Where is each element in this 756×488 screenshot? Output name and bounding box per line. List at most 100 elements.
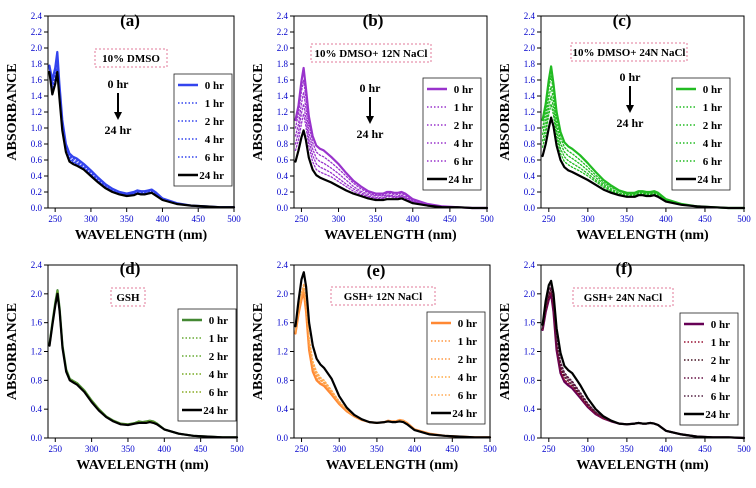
legend: 0 hr 1 hr 2 hr 4 hr 6 hr 24 hr [679, 312, 739, 426]
time-arrow-head [366, 116, 374, 124]
x-tick-label: 500 [230, 444, 244, 454]
y-tick-label: 0.8 [277, 375, 289, 385]
y-axis-label: ABSORBANCE [5, 303, 20, 400]
y-tick-label: 1.6 [524, 318, 536, 328]
y-tick-label: 0.4 [31, 404, 43, 414]
y-tick-label: 0.4 [277, 404, 289, 414]
y-tick-label: 0.4 [524, 404, 536, 414]
x-tick-label: 350 [369, 214, 383, 224]
x-tick-label: 500 [737, 214, 751, 224]
legend-frame [173, 73, 233, 187]
y-tick-label: 0.8 [524, 139, 536, 149]
x-tick-label: 250 [295, 444, 309, 454]
x-tick-label: 350 [370, 444, 384, 454]
series-line-24-hr [541, 279, 746, 440]
y-tick-label: 0.2 [524, 187, 535, 197]
condition-label: 10% DMSO+ 24N NaCl [573, 47, 686, 59]
y-tick-label: 2.0 [524, 289, 536, 299]
condition-label: 10% DMSO [102, 53, 160, 65]
x-axis-label: WAVELENGTH (nm) [576, 458, 709, 473]
x-tick-label: 400 [408, 444, 422, 454]
condition-label: GSH+ 12N NaCl [344, 291, 422, 303]
x-tick-label: 500 [483, 444, 497, 454]
y-tick-label: 0.4 [524, 171, 536, 181]
y-tick-label: 0.0 [277, 203, 289, 213]
condition-label: GSH [116, 292, 140, 304]
y-tick-label: 1.6 [31, 75, 43, 85]
y-tick-label: 1.2 [524, 107, 535, 117]
legend-entry: 6 hr [209, 387, 228, 399]
legend-entry: 2 hr [711, 355, 730, 367]
legend-entry: 24 hr [199, 170, 224, 182]
panel-label: (f) [616, 259, 633, 278]
y-tick-label: 0.0 [31, 203, 43, 213]
legend-entry: 6 hr [205, 152, 224, 164]
legend-entry: 0 hr [454, 84, 473, 96]
y-tick-label: 0.6 [277, 155, 289, 165]
legend: 0 hr 1 hr 2 hr 4 hr 6 hr 24 hr [671, 77, 731, 191]
y-tick-label: 2.2 [524, 27, 535, 37]
y-tick-label: 1.4 [524, 91, 536, 101]
arrow-start-label: 0 hr [108, 77, 130, 91]
panel-label: (d) [120, 259, 141, 278]
x-tick-label: 450 [446, 444, 460, 454]
legend-entry: 6 hr [711, 391, 730, 403]
y-tick-label: 0.4 [31, 171, 43, 181]
legend-entry: 1 hr [458, 336, 477, 348]
y-axis-label: ABSORBANCE [251, 303, 266, 400]
legend-entry: 1 hr [209, 333, 228, 345]
y-tick-label: 1.6 [277, 75, 289, 85]
x-tick-label: 450 [191, 214, 205, 224]
y-tick-label: 0.8 [277, 139, 289, 149]
legend-entry: 24 hr [448, 174, 473, 186]
y-tick-label: 2.0 [524, 43, 536, 53]
y-tick-label: 2.4 [31, 260, 43, 270]
x-tick-label: 350 [120, 214, 134, 224]
series-line-24-hr [48, 70, 236, 209]
legend-entry: 1 hr [711, 337, 730, 349]
x-tick-label: 400 [406, 214, 420, 224]
x-axis-label: WAVELENGTH (nm) [76, 458, 209, 473]
series-line-24-hr [294, 129, 489, 210]
legend-entry: 24 hr [203, 405, 228, 417]
y-tick-label: 2.0 [277, 43, 289, 53]
y-tick-label: 1.0 [31, 123, 43, 133]
x-tick-label: 250 [49, 444, 63, 454]
panel-b: 250 300 350 400 450 500 0.0 0.2 0.4 0.6 0.8 1.0 1.2 1… [251, 11, 494, 243]
y-tick-label: 1.8 [524, 59, 536, 69]
legend: 0 hr 1 hr 2 hr 4 hr 6 hr 24 hr [177, 308, 237, 422]
series-line-2-hr [294, 91, 488, 209]
x-tick-label: 300 [332, 214, 346, 224]
legend-entry: 0 hr [711, 319, 730, 331]
x-tick-label: 400 [659, 444, 673, 454]
legend-entry: 0 hr [205, 80, 224, 92]
panel-f: 250 300 350 400 450 500 0.0 0.4 0.8 1.2 1.6 2.0 2.4 W… [498, 259, 751, 473]
x-tick-label: 250 [542, 444, 556, 454]
legend-entry: 24 hr [452, 408, 477, 420]
legend-entry: 2 hr [209, 351, 228, 363]
x-tick-label: 300 [84, 214, 98, 224]
y-tick-label: 2.4 [277, 260, 289, 270]
y-tick-label: 0.4 [277, 171, 289, 181]
condition-box [310, 43, 432, 63]
x-tick-label: 400 [156, 214, 170, 224]
y-tick-label: 0.0 [524, 203, 536, 213]
legend-entry: 4 hr [205, 134, 224, 146]
y-tick-label: 0.8 [524, 375, 536, 385]
y-tick-label: 2.0 [31, 43, 43, 53]
y-tick-label: 1.4 [31, 91, 43, 101]
condition-box [570, 42, 688, 62]
y-tick-label: 1.8 [31, 59, 43, 69]
y-tick-label: 1.0 [277, 123, 289, 133]
x-tick-label: 300 [581, 444, 595, 454]
x-tick-label: 350 [121, 444, 135, 454]
legend-frame [177, 308, 237, 422]
x-tick-label: 500 [480, 214, 494, 224]
series-line-24-hr [294, 271, 492, 439]
y-tick-label: 0.0 [524, 433, 536, 443]
series-line-6-hr [541, 103, 745, 209]
y-tick-label: 2.2 [277, 27, 288, 37]
legend-entry: 2 hr [454, 120, 473, 132]
arrow-start-label: 0 hr [360, 81, 382, 95]
